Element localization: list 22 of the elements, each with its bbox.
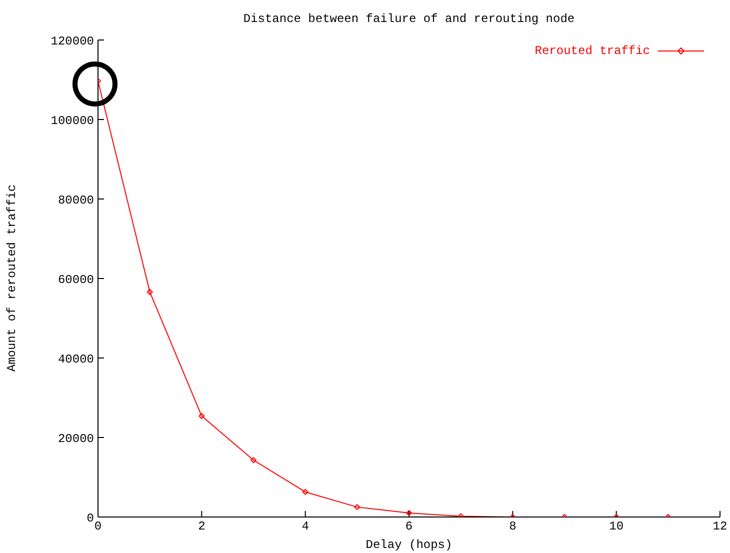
y-tick-label: 40000 xyxy=(58,352,94,366)
legend-label: Rerouted traffic xyxy=(534,44,650,58)
y-axis-title: Amount of rerouted traffic xyxy=(5,184,19,372)
x-tick-label: 8 xyxy=(509,520,516,534)
x-tick-label: 6 xyxy=(405,520,413,534)
point xyxy=(302,488,308,495)
y-tick-label: 100000 xyxy=(50,114,94,128)
point xyxy=(198,413,205,420)
x-tick-label: 2 xyxy=(198,520,206,534)
x-tick-label: 10 xyxy=(609,520,624,534)
point xyxy=(250,457,256,464)
chart-title: Distance between failure of and rerouting node xyxy=(242,12,576,26)
x-tick-label: 4 xyxy=(302,520,309,534)
x-tick-label: 12 xyxy=(712,520,728,534)
y-tick-label: 120000 xyxy=(50,34,94,48)
y-tick-label: 60000 xyxy=(58,272,94,287)
point xyxy=(146,289,153,296)
point xyxy=(354,504,360,510)
y-tick-label: 80000 xyxy=(58,193,94,208)
y-tick-label: 20000 xyxy=(58,432,94,446)
x-axis-title: Delay (hops) xyxy=(364,538,454,552)
point xyxy=(406,510,412,516)
